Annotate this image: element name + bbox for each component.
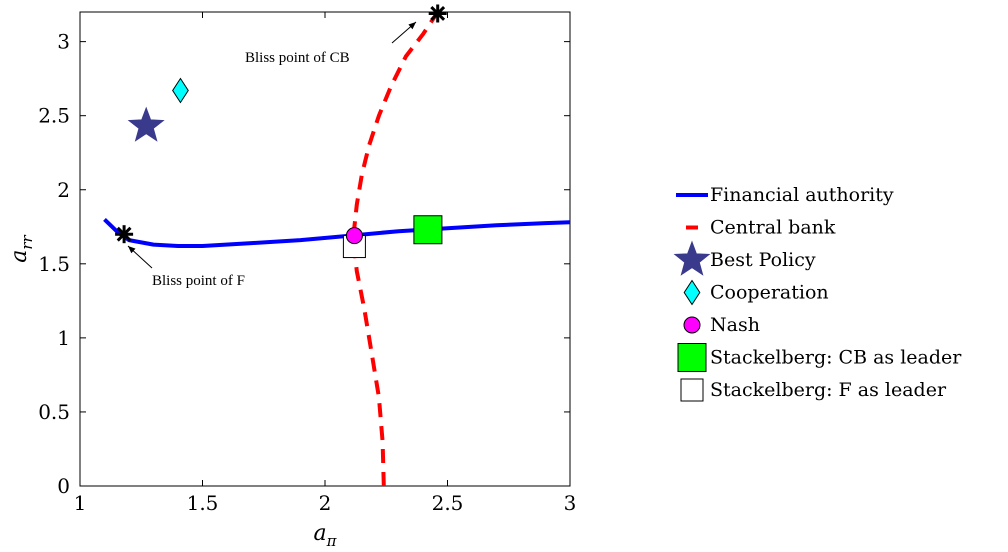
bliss-point-f-arrow <box>127 245 153 269</box>
plot-area: 1 1.5 2 2.5 3 0 0.5 1 1.5 2 2.5 3 Bliss point of CB… <box>38 4 576 515</box>
legend-swatch <box>680 378 704 402</box>
legend-swatch <box>673 240 711 276</box>
legend-label: Financial authority <box>710 184 894 206</box>
y-tick-label: 2 <box>57 178 70 202</box>
x-tick-label: 3 <box>564 491 577 515</box>
financial-authority-line <box>103 217 571 248</box>
y-tick-label: 1 <box>57 326 70 350</box>
legend-label: Best Policy <box>710 249 816 271</box>
legend-label: Stackelberg: CB as leader <box>710 347 962 369</box>
x-tick-label: 2 <box>319 491 332 515</box>
x-tick-label: 2.5 <box>432 491 464 515</box>
y-tick-label: 0 <box>57 474 70 498</box>
y-tick-label: 0.5 <box>38 400 70 424</box>
bliss-point-f-label: Bliss point of F <box>152 273 245 289</box>
cooperation-marker <box>172 77 189 104</box>
legend-swatch <box>683 279 701 306</box>
y-axis-label: arr <box>7 234 36 262</box>
annotations-layer: Bliss point of CB Bliss point of F <box>115 4 447 289</box>
legend-item-stackelberg-cb-as-leader: Stackelberg: CB as leader <box>677 343 962 372</box>
legend-item-central-bank: Central bank <box>686 217 836 239</box>
legend-label: Cooperation <box>710 282 829 304</box>
bliss-point-f-marker <box>115 225 134 244</box>
x-tick-label: 1.5 <box>187 491 219 515</box>
y-tick-label: 1.5 <box>38 252 70 276</box>
y-tick-label: 2.5 <box>38 104 70 128</box>
legend-item-best-policy: Best Policy <box>673 240 816 276</box>
legend: Financial authority Central bank Best Poli… <box>673 184 962 402</box>
legend-swatch <box>677 343 707 372</box>
legend-item-nash: Nash <box>683 314 760 336</box>
axis-ticks: 1 1.5 2 2.5 3 0 0.5 1 1.5 2 2.5 3 <box>38 12 576 515</box>
central-bank-line <box>352 10 440 487</box>
legend-label: Nash <box>710 314 760 336</box>
legend-item-cooperation: Cooperation <box>683 279 829 306</box>
stackelberg-cb-as-leader-marker <box>413 215 443 245</box>
x-tick-label: 1 <box>74 491 87 515</box>
nash-marker <box>345 227 363 245</box>
y-tick-label: 3 <box>57 30 70 54</box>
bliss-point-cb-marker <box>428 4 447 23</box>
legend-item-stackelberg-f-as-leader: Stackelberg: F as leader <box>680 378 947 402</box>
legend-swatch <box>683 316 701 334</box>
legend-label: Stackelberg: F as leader <box>710 379 947 401</box>
points-layer <box>127 77 443 259</box>
axes-box <box>79 11 571 487</box>
best-policy-marker <box>127 106 165 142</box>
bliss-point-cb-arrow <box>391 21 417 44</box>
x-axis-label: aπ <box>314 521 338 550</box>
legend-item-financial-authority: Financial authority <box>676 184 894 206</box>
series-layer <box>103 10 571 487</box>
bliss-point-cb-label: Bliss point of CB <box>245 50 350 66</box>
legend-label: Central bank <box>710 217 836 239</box>
